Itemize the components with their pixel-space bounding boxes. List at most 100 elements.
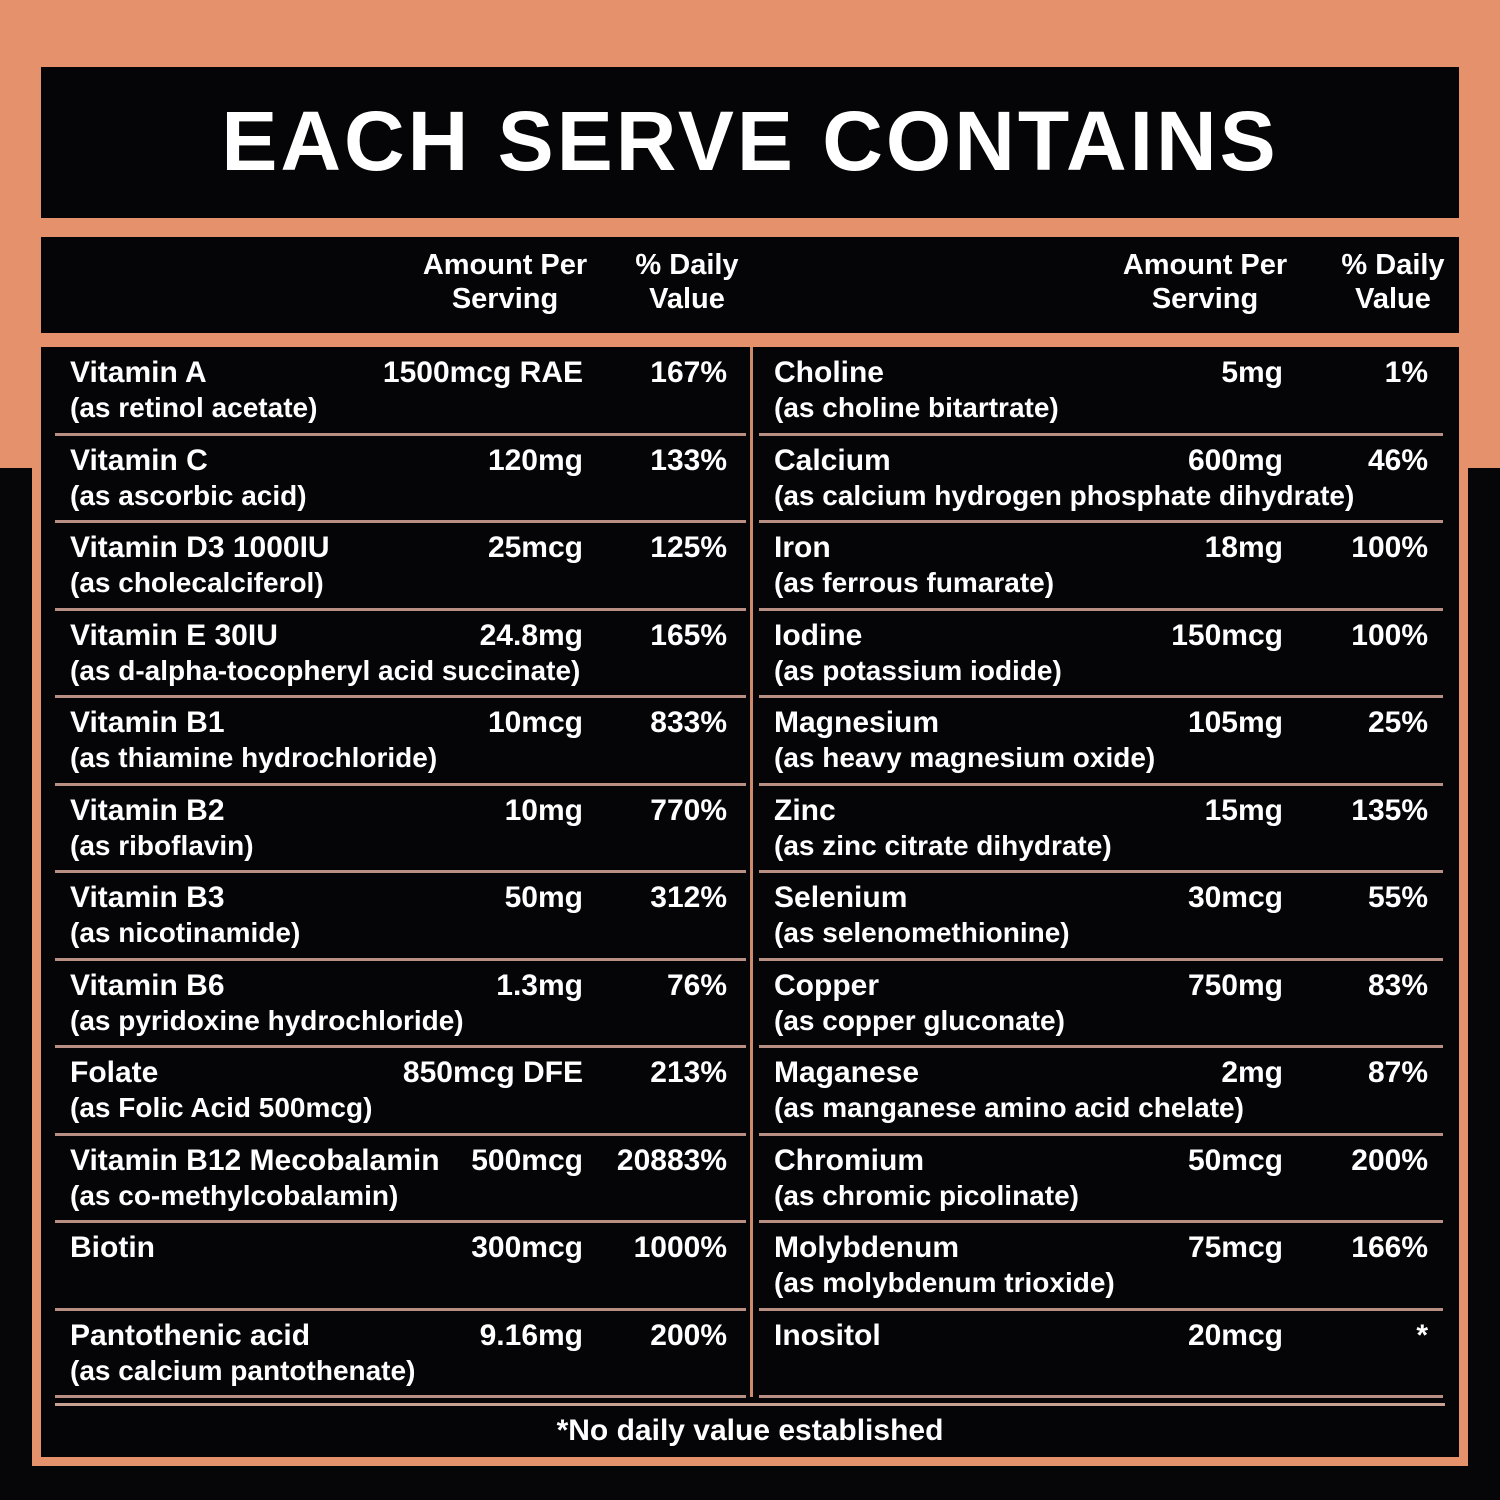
nutrient-name-block: Vitamin E 30IU (as d-alpha-tocopheryl aci… <box>41 610 750 688</box>
daily-value-percent: 20883% <box>616 1143 727 1177</box>
table-row: Pantothenic acid (as calcium pantothenate… <box>41 1310 750 1398</box>
nutrient-name-block: Vitamin B6 (as pyridoxine hydrochloride) <box>41 960 750 1038</box>
daily-value-percent: 135% <box>1351 793 1428 827</box>
daily-value-percent: 200% <box>650 1318 727 1352</box>
amount-per-serving-value: 600mg <box>1187 443 1283 477</box>
table-row: Vitamin B2 (as riboflavin) 10mg 770% <box>41 785 750 873</box>
nutrient-name: Vitamin E 30IU <box>70 618 278 652</box>
nutrient-name-block: Vitamin B2 (as riboflavin) <box>41 785 750 863</box>
nutrient-name: Iron <box>774 531 831 564</box>
amount-per-serving-value: 750mg <box>1187 968 1283 1002</box>
amount-per-serving-value: 105mg <box>1187 706 1283 739</box>
nutrient-source: (as selenomethionine) <box>774 917 1070 948</box>
nutrient-name-block: Calcium (as calcium hydrogen phosphate di… <box>753 435 1459 513</box>
footer-rule <box>55 1403 1445 1406</box>
nutrient-name-block: Folate (as Folic Acid 500mcg) <box>41 1047 750 1125</box>
nutrient-name: Maganese <box>774 1056 920 1089</box>
daily-value-percent: 213% <box>650 1056 727 1089</box>
nutrient-name: Copper <box>774 968 879 1002</box>
nutrient-name-block: Pantothenic acid (as calcium pantothenate… <box>41 1310 750 1388</box>
daily-value-percent: 166% <box>1351 1231 1428 1264</box>
table-row: Selenium (as selenomethionine) 30mcg 55% <box>753 872 1459 961</box>
row-divider <box>759 782 1443 786</box>
nutrient-name: Choline <box>774 356 884 389</box>
daily-value-percent: 770% <box>650 793 727 827</box>
amount-per-serving-value: 30mcg <box>1187 881 1283 914</box>
nutrient-name: Molybdenum <box>774 1231 959 1264</box>
daily-value-percent: 1000% <box>633 1231 727 1264</box>
column-header-amount-right: Amount Per Serving <box>1122 249 1288 315</box>
accent-bar-header <box>41 333 1459 347</box>
row-divider <box>759 1045 1443 1048</box>
nutrient-name-block: Magnesium (as heavy magnesium oxide) <box>753 697 1459 775</box>
row-divider <box>759 695 1443 698</box>
nutrient-column-left: Vitamin A (as retinol acetate) 1500mcg RAE… <box>41 347 750 1398</box>
nutrient-source: (as Folic Acid 500mcg) <box>70 1092 373 1123</box>
row-divider <box>759 432 1443 436</box>
nutrient-source: (as chromic picolinate) <box>774 1179 1079 1211</box>
nutrient-name: Vitamin A <box>70 356 207 389</box>
nutrient-name-block: Chromium (as chromic picolinate) <box>753 1135 1459 1213</box>
amount-per-serving-value: 300mcg <box>471 1231 583 1264</box>
table-row: Vitamin B12 Mecobalamin (as co-methylcoba… <box>41 1135 750 1223</box>
daily-value-percent: 1% <box>1384 356 1428 389</box>
row-divider <box>759 1220 1443 1223</box>
table-row: Vitamin C (as ascorbic acid) 120mg 133% <box>41 435 750 523</box>
table-row: Vitamin A (as retinol acetate) 1500mcg RAE… <box>41 347 750 436</box>
row-divider <box>55 782 746 786</box>
daily-value-percent: 200% <box>1351 1143 1428 1177</box>
nutrient-column-right: Choline (as choline bitartrate) 5mg 1% Calci… <box>753 347 1459 1398</box>
nutrient-source: (as nicotinamide) <box>70 917 301 948</box>
amount-per-serving-value: 50mcg <box>1187 1143 1283 1177</box>
table-row: Folate (as Folic Acid 500mcg) 850mcg DFE 21… <box>41 1047 750 1136</box>
amount-per-serving-value: 1500mcg RAE <box>382 356 583 389</box>
row-divider <box>759 607 1443 611</box>
amount-per-serving-value: 850mcg DFE <box>402 1056 583 1089</box>
nutrient-name: Vitamin B12 Mecobalamin <box>70 1143 440 1177</box>
nutrient-name-block: Selenium (as selenomethionine) <box>753 872 1459 950</box>
nutrient-source: (as copper gluconate) <box>774 1004 1065 1036</box>
row-divider <box>759 1307 1443 1311</box>
table-row: Molybdenum (as molybdenum trioxide) 75mcg 1… <box>753 1222 1459 1311</box>
table-row: Vitamin B6 (as pyridoxine hydrochloride) 1… <box>41 960 750 1048</box>
table-row: Vitamin B1 (as thiamine hydrochloride) 10m… <box>41 697 750 786</box>
amount-per-serving-value: 120mg <box>487 443 583 477</box>
nutrient-name: Chromium <box>774 1143 924 1177</box>
table-row: Choline (as choline bitartrate) 5mg 1% <box>753 347 1459 436</box>
nutrient-name: Vitamin C <box>70 443 208 477</box>
amount-per-serving-value: 18mg <box>1204 531 1283 564</box>
nutrient-name: Inositol <box>774 1318 881 1352</box>
nutrient-name-block: Vitamin D3 1000IU (as cholecalciferol) <box>41 522 750 600</box>
nutrient-name: Selenium <box>774 881 908 914</box>
nutrient-name-block: Iodine (as potassium iodide) <box>753 610 1459 688</box>
daily-value-percent: 167% <box>650 356 727 389</box>
row-divider <box>55 870 746 873</box>
amount-per-serving-value: 25mcg <box>487 531 583 564</box>
nutrient-name: Vitamin D3 1000IU <box>70 531 330 564</box>
table-row: Chromium (as chromic picolinate) 50mcg 200% <box>753 1135 1459 1223</box>
row-divider <box>55 607 746 611</box>
nutrient-name: Vitamin B2 <box>70 793 225 827</box>
nutrient-source: (as ascorbic acid) <box>70 479 307 511</box>
nutrient-name-block: Vitamin C (as ascorbic acid) <box>41 435 750 513</box>
daily-value-percent: * <box>1416 1318 1428 1352</box>
amount-per-serving-value: 10mg <box>504 793 583 827</box>
row-divider <box>55 957 746 961</box>
nutrient-name-block: Vitamin B1 (as thiamine hydrochloride) <box>41 697 750 775</box>
nutrient-name: Magnesium <box>774 706 940 739</box>
amount-per-serving-value: 150mcg <box>1171 618 1283 652</box>
nutrient-name-block: Choline (as choline bitartrate) <box>753 347 1459 425</box>
table-row: Maganese (as manganese amino acid chelate… <box>753 1047 1459 1136</box>
nutrient-name: Zinc <box>774 793 836 827</box>
amount-per-serving-value: 5mg <box>1221 356 1283 389</box>
nutrient-name: Vitamin B3 <box>70 881 225 914</box>
nutrient-name-block: Copper (as copper gluconate) <box>753 960 1459 1038</box>
amount-per-serving-value: 24.8mg <box>479 618 583 652</box>
nutrient-name: Pantothenic acid <box>70 1318 311 1352</box>
nutrient-name-block: Biotin <box>41 1222 750 1266</box>
nutrient-name-block: Maganese (as manganese amino acid chelate… <box>753 1047 1459 1125</box>
daily-value-percent: 165% <box>650 618 727 652</box>
nutrient-source: (as d-alpha-tocopheryl acid succinate) <box>70 654 581 686</box>
amount-per-serving-value: 50mg <box>504 881 583 914</box>
daily-value-percent: 55% <box>1367 881 1428 914</box>
